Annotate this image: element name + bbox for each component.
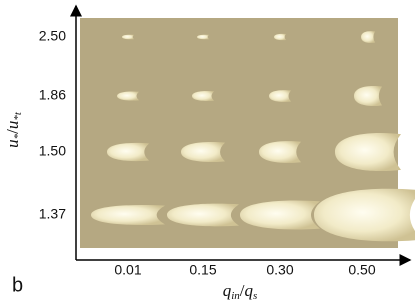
dune xyxy=(354,86,382,106)
dune xyxy=(335,132,401,172)
dune xyxy=(117,91,139,101)
x-axis-title: qin/qs xyxy=(223,281,258,302)
y-tick-label: 1.50 xyxy=(39,143,66,159)
y-tick-label: 1.86 xyxy=(39,87,66,103)
panel-label: b xyxy=(12,274,23,296)
y-axis-title: u*/u*t xyxy=(3,111,24,148)
dune xyxy=(181,142,225,162)
y-tick-label: 2.50 xyxy=(39,28,66,44)
dune xyxy=(167,203,239,227)
dune xyxy=(197,34,209,40)
dune xyxy=(107,142,149,162)
y-tick-label: 1.37 xyxy=(39,206,66,222)
dune xyxy=(192,91,214,101)
x-tick-label: 0.01 xyxy=(114,262,141,278)
dune xyxy=(314,188,415,242)
dune xyxy=(269,90,291,102)
x-tick-label: 0.15 xyxy=(189,262,216,278)
x-tick-label: 0.50 xyxy=(348,262,375,278)
dune xyxy=(361,31,375,43)
dune xyxy=(259,141,301,163)
dune xyxy=(240,200,320,230)
dune xyxy=(274,33,286,41)
x-tick-label: 0.30 xyxy=(266,262,293,278)
dune xyxy=(91,205,165,225)
dune xyxy=(122,34,134,40)
